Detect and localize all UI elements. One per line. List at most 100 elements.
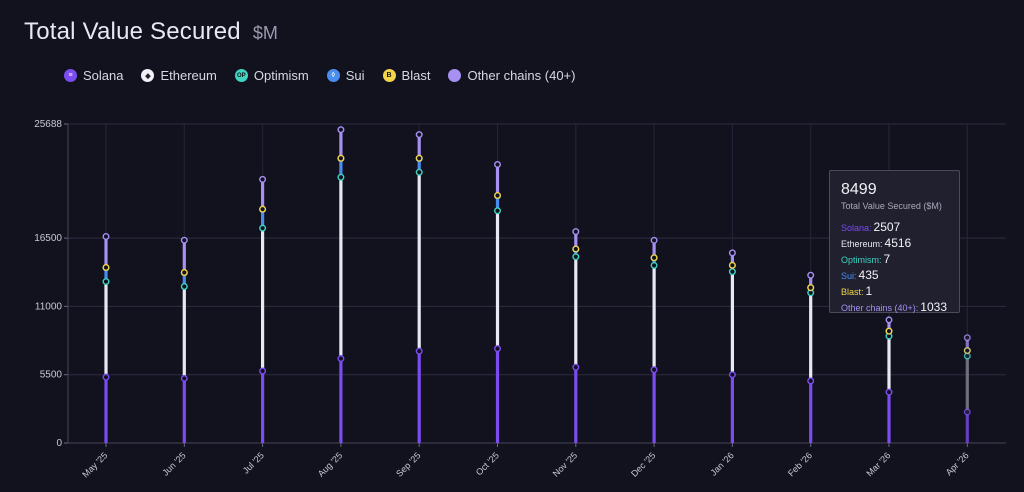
other-chains-icon: [448, 69, 462, 82]
ethereum-icon: ◆: [141, 69, 155, 82]
tooltip-row: Solana: 2507: [841, 220, 948, 236]
x-tick-label: Jun '25: [160, 450, 187, 477]
point-marker: [650, 236, 658, 244]
point-marker: [337, 173, 345, 181]
point-marker: [963, 408, 971, 416]
point-marker: [102, 373, 110, 381]
point-marker: [415, 154, 423, 162]
solana-icon: ≡: [64, 69, 77, 82]
point-marker: [885, 327, 893, 335]
legend-label: Optimism: [253, 68, 309, 83]
x-tick-label: Sep '25: [394, 450, 422, 478]
tooltip-row-label: Ethereum:: [841, 239, 883, 249]
point-marker: [415, 131, 423, 139]
point-marker: [259, 175, 267, 183]
point-marker: [650, 366, 658, 374]
tooltip-row-label: Sui:: [841, 271, 857, 281]
legend-item-sui[interactable]: ◊ Sui: [326, 68, 365, 83]
legend-item-optimism[interactable]: OP Optimism: [234, 68, 309, 83]
legend-item-ethereum[interactable]: ◆ Ethereum: [141, 68, 217, 83]
x-tick-label: Mar '26: [864, 450, 892, 478]
legend: ≡ Solana ◆ Ethereum OP Optimism ◊ Sui B …: [64, 68, 575, 83]
point-marker: [963, 334, 971, 342]
point-marker: [728, 268, 736, 276]
tooltip-row-value: 1: [865, 284, 873, 298]
point-marker: [650, 261, 658, 269]
point-marker: [572, 245, 580, 253]
tooltip-row-value: 1033: [920, 300, 947, 314]
tooltip-row-label: Blast:: [841, 287, 864, 297]
tooltip-row-label: Optimism:: [841, 255, 882, 265]
point-marker: [650, 254, 658, 262]
legend-item-solana[interactable]: ≡ Solana: [64, 68, 123, 83]
tooltip-row: Blast: 1: [841, 284, 948, 300]
legend-label: Other chains (40+): [467, 68, 576, 83]
x-tick-label: Nov '25: [551, 450, 579, 478]
tooltip: 8499 Total Value Secured ($M) Solana: 250…: [829, 170, 960, 316]
point-marker: [102, 278, 110, 286]
point-marker: [180, 283, 188, 291]
point-marker: [572, 363, 580, 371]
tooltip-row-value: 7: [883, 252, 891, 266]
x-tick-label: Jul '25: [241, 450, 266, 475]
y-tick-label: 5500: [40, 370, 63, 381]
point-marker: [728, 371, 736, 379]
tooltip-row: Ethereum: 4516: [841, 236, 948, 252]
point-marker: [728, 261, 736, 269]
point-marker: [259, 224, 267, 232]
optimism-icon: OP: [234, 69, 248, 82]
point-marker: [259, 367, 267, 375]
point-marker: [102, 264, 110, 272]
legend-item-blast[interactable]: B Blast: [382, 68, 431, 83]
point-marker: [572, 253, 580, 261]
point-marker: [415, 168, 423, 176]
point-marker: [259, 205, 267, 213]
tooltip-row-label: Other chains (40+):: [841, 303, 919, 313]
point-marker: [494, 207, 502, 215]
x-tick-label: Feb '26: [786, 450, 814, 478]
tooltip-row: Optimism: 7: [841, 252, 948, 268]
point-marker: [963, 347, 971, 355]
point-marker: [337, 126, 345, 134]
legend-label: Blast: [401, 68, 431, 83]
x-tick-label: Dec '25: [629, 450, 657, 478]
chart-title: Total Value Secured: [24, 18, 241, 45]
point-marker: [102, 232, 110, 240]
point-marker: [494, 192, 502, 200]
point-marker: [180, 236, 188, 244]
legend-label: Sui: [345, 68, 365, 83]
x-tick-label: Jan '26: [708, 450, 735, 477]
y-tick-label: 25688: [34, 119, 62, 130]
x-tick-label: Oct '25: [474, 450, 501, 477]
tooltip-row: Other chains (40+): 1033: [841, 300, 948, 316]
point-marker: [807, 271, 815, 279]
point-marker: [885, 316, 893, 324]
blast-icon: B: [382, 69, 396, 82]
point-marker: [494, 160, 502, 168]
x-tick-label: Apr '26: [944, 450, 971, 477]
point-marker: [337, 355, 345, 363]
legend-label: Solana: [83, 68, 124, 83]
legend-item-other-chains[interactable]: Other chains (40+): [448, 68, 575, 83]
y-tick-label: 11000: [35, 301, 63, 312]
point-marker: [494, 345, 502, 353]
tooltip-row-value: 2507: [873, 220, 901, 234]
title-row: Total Value Secured $M: [24, 18, 278, 46]
sui-icon: ◊: [326, 69, 340, 82]
chart-svg: 0 5500 11000 16500 25688 May '25 Jun '25 Jul '2…: [34, 119, 1006, 480]
tooltip-row-label: Solana:: [841, 223, 872, 233]
tooltip-row-value: 4516: [884, 236, 912, 250]
point-marker: [180, 268, 188, 276]
point-marker: [807, 284, 815, 292]
tooltip-total: 8499: [841, 181, 877, 198]
x-tick-label: May '25: [80, 450, 109, 479]
tooltip-row: Sui: 435: [841, 268, 948, 284]
point-marker: [337, 154, 345, 162]
tooltip-subtitle: Total Value Secured ($M): [841, 201, 942, 211]
y-tick-label: 16500: [34, 233, 62, 244]
chart-unit: $M: [252, 23, 278, 43]
tooltip-rows: Solana: 2507 Ethereum: 4516 Optimism: 7 Sui: 43…: [841, 220, 948, 316]
tooltip-row-value: 435: [858, 268, 879, 282]
y-tick-label: 0: [56, 438, 62, 449]
